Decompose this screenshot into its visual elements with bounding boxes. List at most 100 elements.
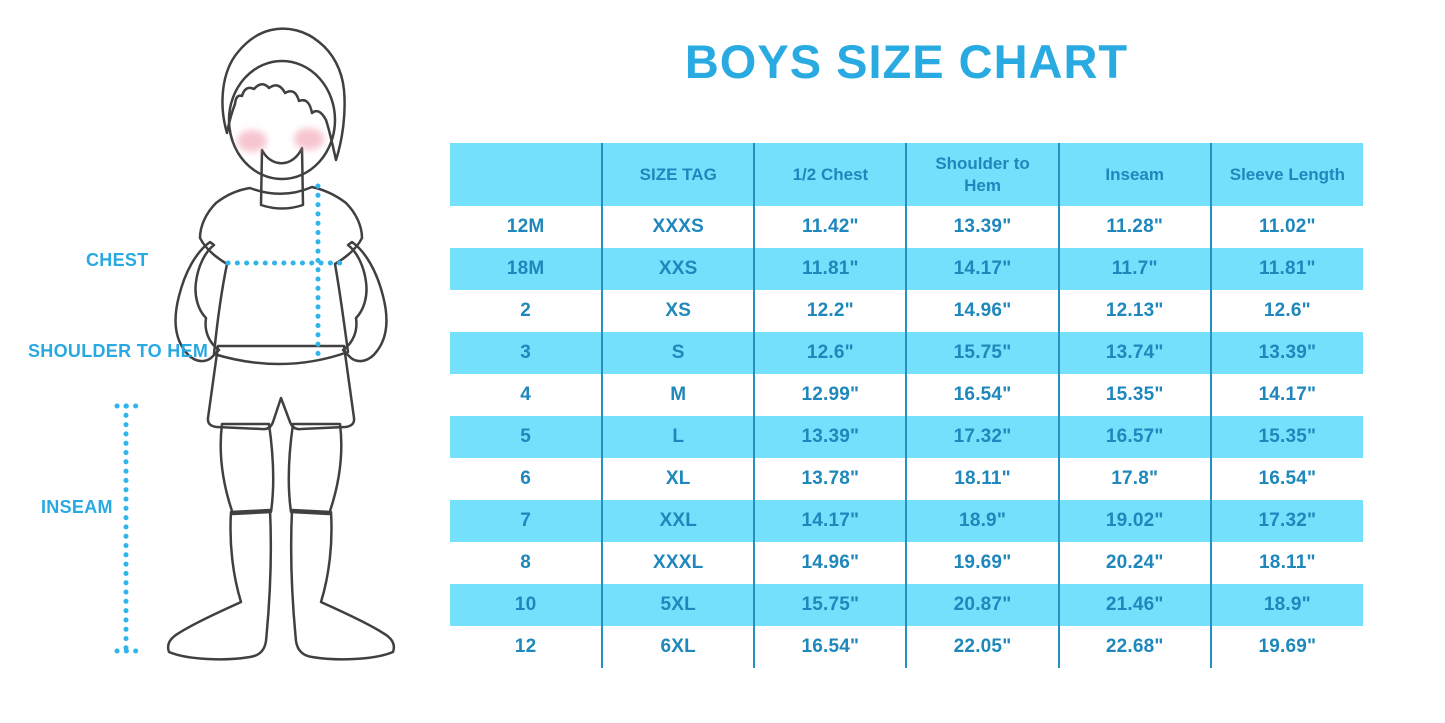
tag-cell: XXS	[601, 248, 755, 290]
half-chest-cell: 15.75"	[753, 584, 907, 626]
inseam-cell: 11.28"	[1057, 206, 1211, 248]
size-cell: 5	[520, 426, 531, 447]
size-cell: 12	[514, 636, 537, 657]
sleeve-length-cell: 13.39"	[1209, 332, 1363, 374]
sleeve-length-cell: 16.54"	[1209, 458, 1363, 500]
size-cell: 2	[520, 300, 531, 321]
inseam-cell: 19.02"	[1057, 500, 1211, 542]
shoulder-to-hem-cell: 13.39"	[905, 206, 1059, 248]
sleeve-length-cell: 14.17"	[1209, 374, 1363, 416]
half-chest-cell: 14.96"	[753, 542, 907, 584]
sleeve-length-cell: 11.02"	[1209, 206, 1363, 248]
right-cheek	[294, 128, 324, 150]
neck	[259, 146, 305, 210]
page-title: BOYS SIZE CHART	[684, 35, 1129, 88]
sleeve-length-cell: 17.32"	[1209, 500, 1363, 542]
shoulder-to-hem-cell: 18.9"	[905, 500, 1059, 542]
shoulder-to-hem-cell: 19.69"	[905, 542, 1059, 584]
header-row: SIZE TAG 1/2 Chest Shoulder to Hem Insea…	[450, 143, 1363, 206]
tag-cell: XXXL	[601, 542, 755, 584]
boy-illustration	[114, 27, 396, 661]
tag-cell: S	[601, 332, 755, 374]
size-cell: 18M	[506, 258, 545, 279]
inseam-cell: 12.13"	[1057, 290, 1211, 332]
header-size-tag: SIZE TAG	[601, 143, 755, 206]
sleeve-length-cell: 11.81"	[1209, 248, 1363, 290]
left-sock	[166, 508, 273, 661]
header-inseam: Inseam	[1057, 143, 1211, 206]
table-row: 18M XXS 11.81" 14.17" 11.7" 11.81"	[450, 248, 1363, 290]
half-chest-cell: 12.2"	[753, 290, 907, 332]
half-chest-cell: 12.6"	[753, 332, 907, 374]
left-leg	[219, 422, 275, 516]
table-row: 12 6XL 16.54" 22.05" 22.68" 19.69"	[450, 626, 1363, 668]
header-size	[450, 143, 603, 206]
inseam-cell: 16.57"	[1057, 416, 1211, 458]
right-leg	[287, 422, 343, 516]
header-half-chest: 1/2 Chest	[753, 143, 907, 206]
inseam-label: INSEAM	[41, 497, 113, 517]
shoulder-to-hem-cell: 17.32"	[905, 416, 1059, 458]
shoulder-to-hem-cell: 16.54"	[905, 374, 1059, 416]
inseam-cell: 11.7"	[1057, 248, 1211, 290]
tag-cell: XL	[601, 458, 755, 500]
shoulder-to-hem-label: SHOULDER TO HEM	[28, 341, 209, 361]
sleeve-length-cell: 18.9"	[1209, 584, 1363, 626]
tag-cell: M	[601, 374, 755, 416]
shoulder-to-hem-cell: 14.96"	[905, 290, 1059, 332]
t-shirt	[198, 185, 364, 366]
size-cell: 4	[520, 384, 531, 405]
shoulder-to-hem-cell: 15.75"	[905, 332, 1059, 374]
sleeve-length-cell: 12.6"	[1209, 290, 1363, 332]
half-chest-cell: 11.81"	[753, 248, 907, 290]
face	[227, 59, 337, 181]
shoulder-to-hem-cell: 20.87"	[905, 584, 1059, 626]
half-chest-cell: 14.17"	[753, 500, 907, 542]
table-row: 7 XXL 14.17" 18.9" 19.02" 17.32"	[450, 500, 1363, 542]
size-cell: 12M	[506, 216, 545, 237]
header-shoulder-to-hem: Shoulder to Hem	[905, 143, 1059, 206]
inseam-cell: 13.74"	[1057, 332, 1211, 374]
table-row: 3 S 12.6" 15.75" 13.74" 13.39"	[450, 332, 1363, 374]
tag-cell: 5XL	[601, 584, 755, 626]
tag-cell: 6XL	[601, 626, 755, 668]
sleeve-length-cell: 19.69"	[1209, 626, 1363, 668]
chest-label: CHEST	[86, 250, 149, 270]
table-row: 2 XS 12.2" 14.96" 12.13" 12.6"	[450, 290, 1363, 332]
right-arm	[341, 240, 388, 363]
half-chest-cell: 11.42"	[753, 206, 907, 248]
table-row: 10 5XL 15.75" 20.87" 21.46" 18.9"	[450, 584, 1363, 626]
header-sleeve-length: Sleeve Length	[1209, 143, 1363, 206]
shorts	[206, 344, 356, 431]
table-row: 8 XXXL 14.96" 19.69" 20.24" 18.11"	[450, 542, 1363, 584]
table-row: 4 M 12.99" 16.54" 15.35" 14.17"	[450, 374, 1363, 416]
table-row: 5 L 13.39" 17.32" 16.57" 15.35"	[450, 416, 1363, 458]
half-chest-cell: 16.54"	[753, 626, 907, 668]
inseam-cell: 15.35"	[1057, 374, 1211, 416]
size-cell: 10	[514, 594, 537, 615]
right-sock	[289, 508, 396, 661]
size-cell: 8	[520, 552, 531, 573]
size-table-header: SIZE TAG 1/2 Chest Shoulder to Hem Insea…	[450, 143, 1363, 206]
hair	[221, 27, 346, 162]
shoulder-to-hem-cell: 22.05"	[905, 626, 1059, 668]
shoulder-to-hem-cell: 18.11"	[905, 458, 1059, 500]
size-cell: 6	[520, 468, 531, 489]
size-cell: 7	[520, 510, 531, 531]
left-cheek	[237, 130, 267, 152]
tag-cell: XS	[601, 290, 755, 332]
tag-cell: XXL	[601, 500, 755, 542]
size-cell: 3	[520, 342, 531, 363]
inseam-cell: 17.8"	[1057, 458, 1211, 500]
half-chest-cell: 13.78"	[753, 458, 907, 500]
inseam-cell: 22.68"	[1057, 626, 1211, 668]
sleeve-length-cell: 15.35"	[1209, 416, 1363, 458]
shoulder-to-hem-cell: 14.17"	[905, 248, 1059, 290]
half-chest-cell: 13.39"	[753, 416, 907, 458]
tag-cell: L	[601, 416, 755, 458]
tag-cell: XXXS	[601, 206, 755, 248]
table-row: 6 XL 13.78" 18.11" 17.8" 16.54"	[450, 458, 1363, 500]
inseam-cell: 21.46"	[1057, 584, 1211, 626]
size-table: SIZE TAG 1/2 Chest Shoulder to Hem Insea…	[450, 143, 1363, 668]
